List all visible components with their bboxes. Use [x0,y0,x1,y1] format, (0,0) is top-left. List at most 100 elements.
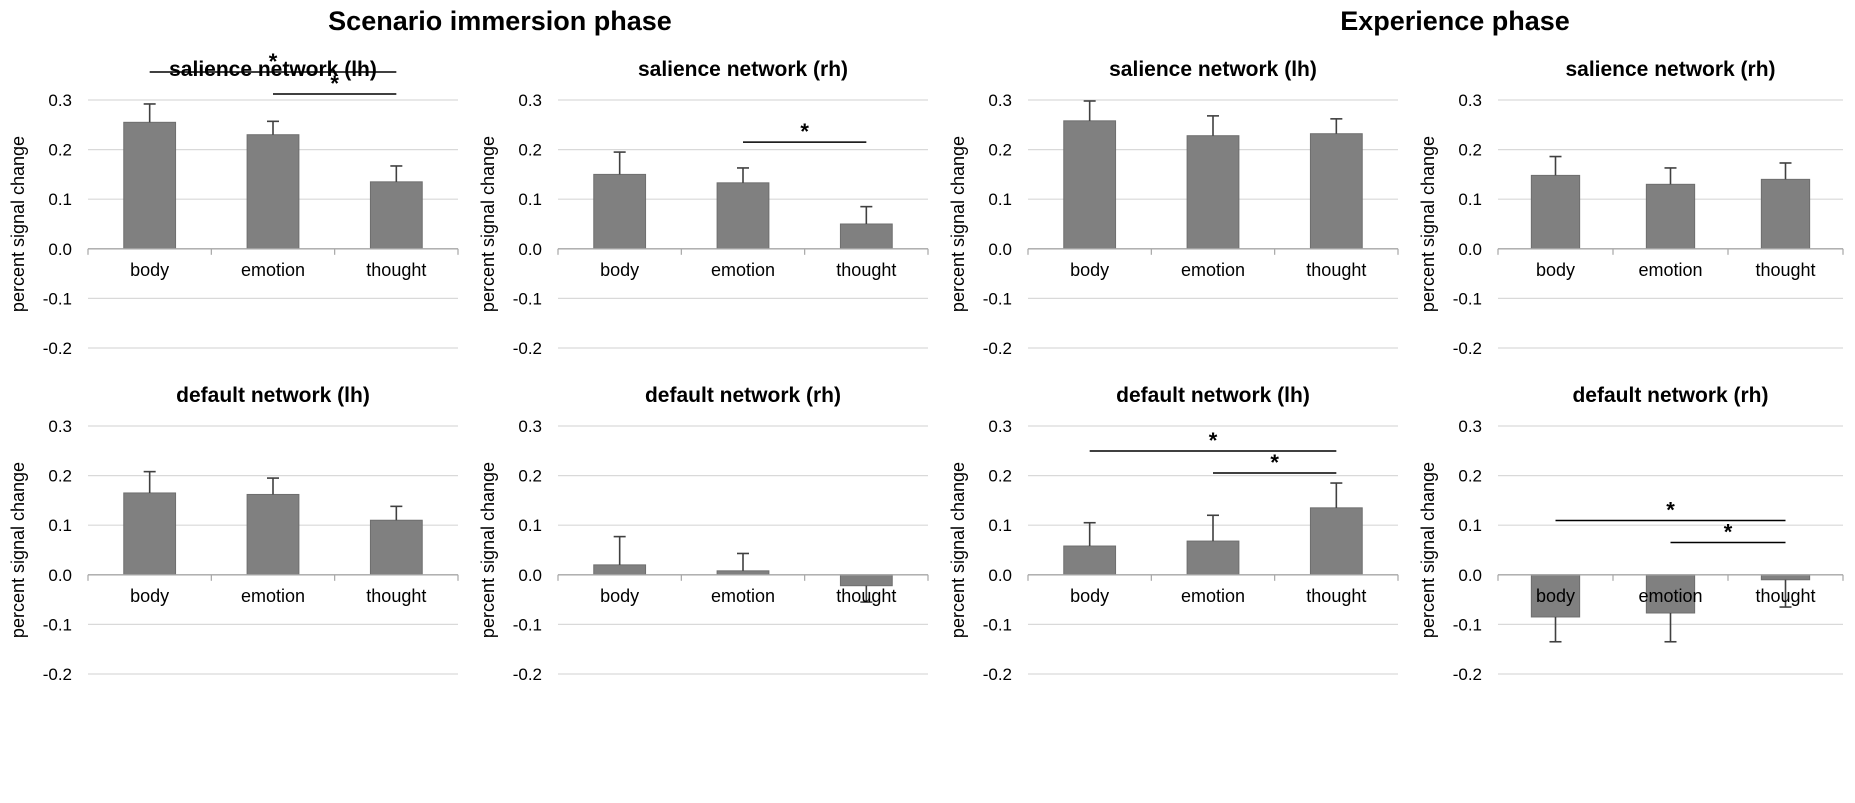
y-tick-label: 0.0 [518,566,542,585]
category-label: emotion [711,260,775,280]
significance-star: * [1724,519,1733,544]
chart-title: default network (lh) [1116,384,1310,407]
y-axis-label: percent signal change [948,136,968,312]
y-axis-label: percent signal change [478,136,498,312]
category-label: emotion [1638,260,1702,280]
bar [246,134,300,250]
y-tick-label: -0.2 [983,339,1012,358]
chart-panel-7: default network (lh) 0.3 0.2 0.1 0.0 -0.1 -0.2… [948,384,1399,684]
y-tick-label: -0.2 [513,665,542,684]
y-tick-label: 0.3 [48,417,72,436]
significance-star: * [269,49,278,74]
chart-panel-6: default network (rh) 0.3 0.2 0.1 0.0 -0.1 -0.2… [478,384,929,684]
bar [1063,120,1117,250]
chart-panel-3: salience network (lh) 0.3 0.2 0.1 0.0 -0.1 -0.… [948,58,1399,358]
category-label: emotion [1181,260,1245,280]
y-tick-label: -0.2 [1453,339,1482,358]
phase-title-scenario-immersion: Scenario immersion phase [328,6,672,36]
category-label: thought [1755,586,1815,606]
y-tick-label: 0.2 [48,467,72,486]
chart-title: salience network (lh) [1109,58,1317,81]
category-label: body [1070,586,1109,606]
chart-title: default network (rh) [1572,384,1768,407]
bar [1645,574,1696,614]
y-tick-label: -0.1 [1453,615,1482,634]
y-tick-label: 0.1 [48,190,72,209]
y-tick-label: 0.0 [1458,566,1482,585]
chart-title: default network (lh) [176,384,370,407]
y-axis-label: percent signal change [8,136,28,312]
category-label: body [1070,260,1109,280]
category-label: emotion [241,260,305,280]
y-tick-label: -0.1 [513,289,542,308]
y-tick-label: -0.2 [43,339,72,358]
category-label: emotion [1638,586,1702,606]
category-label: body [130,260,169,280]
y-tick-label: -0.1 [1453,289,1482,308]
bar [716,182,770,250]
chart-panel-2: salience network (rh) 0.3 0.2 0.1 0.0 -0.1 -0.… [478,58,929,358]
category-label: body [600,260,639,280]
y-tick-label: 0.0 [988,240,1012,259]
bar [369,519,423,576]
y-tick-label: 0.3 [518,91,542,110]
category-label: thought [1306,260,1366,280]
chart-panel-5: default network (lh) 0.3 0.2 0.1 0.0 -0.1 -0.2… [8,384,459,684]
y-tick-label: 0.2 [48,141,72,160]
chart-title: salience network (rh) [638,58,848,81]
bar [1530,174,1581,250]
chart-title: default network (rh) [645,384,841,407]
bar [593,564,647,576]
bar [1309,133,1363,250]
y-tick-label: 0.0 [48,240,72,259]
y-tick-label: -0.1 [43,289,72,308]
y-tick-label: 0.2 [988,467,1012,486]
y-tick-label: 0.1 [48,516,72,535]
category-label: emotion [711,586,775,606]
bar [839,223,893,250]
y-tick-label: -0.2 [43,665,72,684]
y-tick-label: 0.0 [1458,240,1482,259]
significance-star: * [1666,497,1675,522]
category-label: thought [836,586,896,606]
y-tick-label: 0.2 [518,467,542,486]
bar [123,492,177,576]
category-label: thought [836,260,896,280]
y-tick-label: 0.0 [48,566,72,585]
bar [1760,574,1811,581]
y-axis-label: percent signal change [948,462,968,638]
category-label: emotion [241,586,305,606]
y-tick-label: 0.3 [518,417,542,436]
category-label: body [130,586,169,606]
category-label: thought [366,586,426,606]
y-tick-label: -0.1 [983,615,1012,634]
y-tick-label: 0.0 [988,566,1012,585]
chart-panel-4: salience network (rh) 0.3 0.2 0.1 0.0 -0.1 -0.… [1418,58,1844,358]
y-tick-label: 0.0 [518,240,542,259]
phase-title-experience: Experience phase [1340,6,1570,36]
bar [1309,507,1363,576]
category-label: emotion [1181,586,1245,606]
significance-star: * [330,71,339,96]
bar [123,121,177,250]
y-tick-label: 0.3 [48,91,72,110]
bar [246,493,300,576]
y-tick-label: 0.2 [988,141,1012,160]
y-tick-label: 0.1 [518,190,542,209]
y-tick-label: -0.2 [513,339,542,358]
y-tick-label: -0.2 [983,665,1012,684]
y-axis-label: percent signal change [8,462,28,638]
y-tick-label: 0.2 [1458,467,1482,486]
significance-star: * [800,119,809,144]
bar [1063,545,1117,576]
chart-panel-8: default network (rh) 0.3 0.2 0.1 0.0 -0.1 -0.2… [1418,384,1844,684]
y-axis-label: percent signal change [1418,136,1438,312]
y-tick-label: 0.3 [988,91,1012,110]
y-tick-label: -0.2 [1453,665,1482,684]
chart-title: salience network (lh) [169,58,377,81]
y-tick-label: 0.1 [1458,190,1482,209]
chart-panel-1: salience network (lh) 0.3 0.2 0.1 0.0 -0.1 -0.… [8,49,459,358]
category-label: body [1536,586,1575,606]
y-tick-label: 0.1 [988,516,1012,535]
bar [593,173,647,250]
